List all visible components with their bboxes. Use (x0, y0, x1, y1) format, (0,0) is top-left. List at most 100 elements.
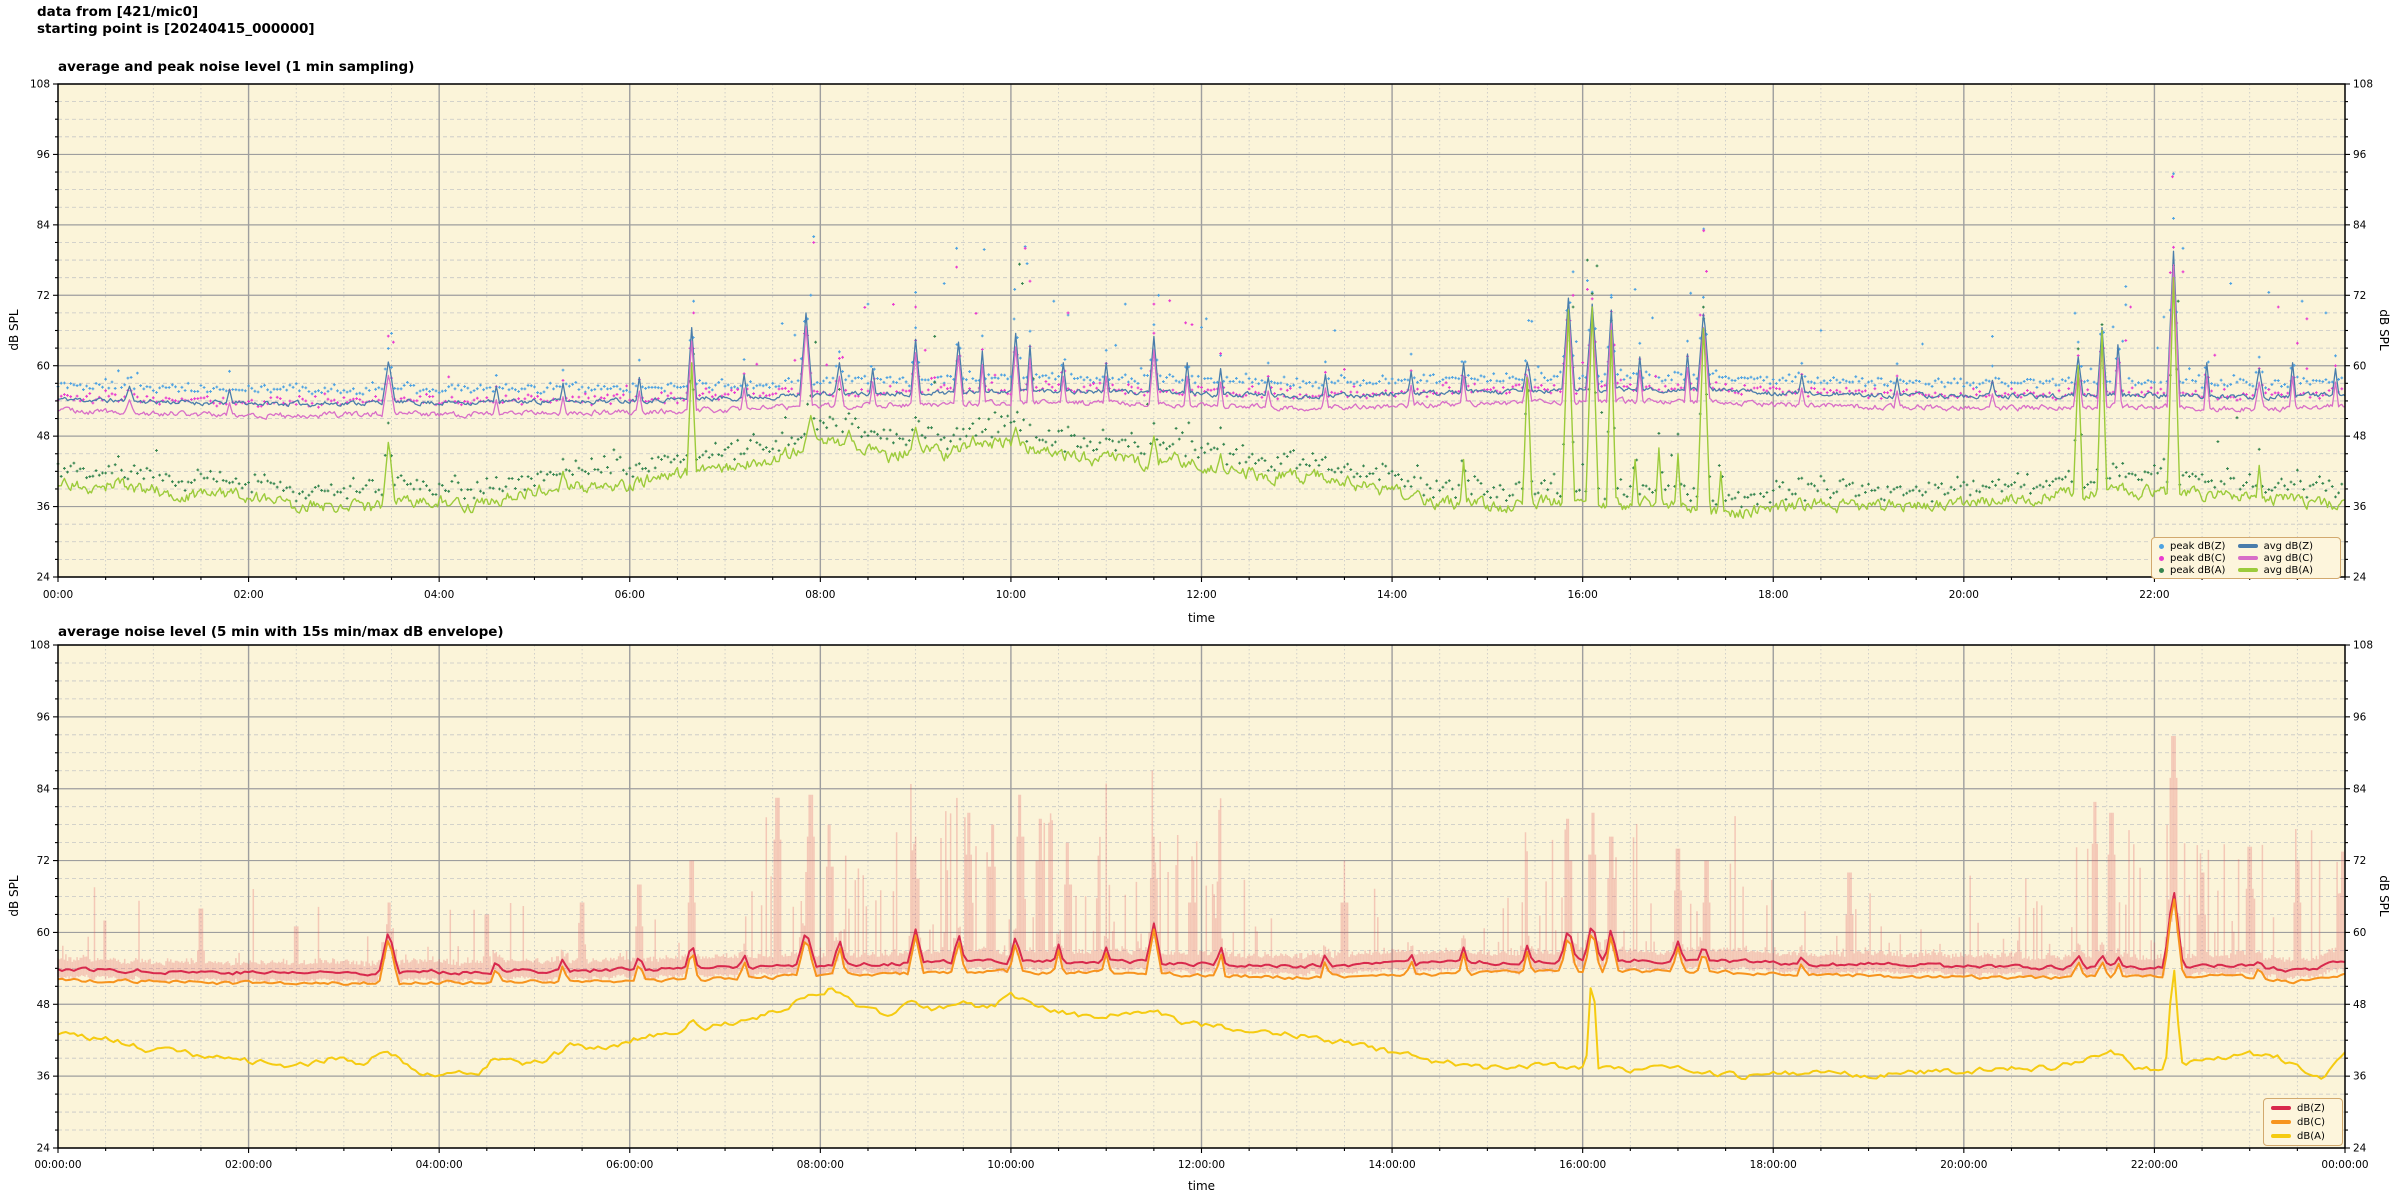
svg-text:108: 108 (30, 640, 50, 652)
legend-line-marker (2237, 544, 2258, 548)
legend-dot-marker (2159, 543, 2164, 549)
legend-item: avg dB(C) (2237, 552, 2314, 564)
legend-column: peak dB(Z) peak dB(C) peak dB(A) (2159, 540, 2226, 576)
svg-text:06:00:00: 06:00:00 (606, 1159, 653, 1171)
line-avg dB(Z) (58, 250, 2346, 408)
svg-text:48: 48 (2353, 431, 2366, 443)
chart2-title: average noise level (5 min with 15s min/… (58, 624, 504, 640)
legend-item: dB(A) (2271, 1130, 2325, 1142)
svg-text:48: 48 (37, 999, 50, 1011)
legend-line-marker (2271, 1134, 2291, 1138)
chart1-title: average and peak noise level (1 min samp… (58, 59, 415, 75)
svg-text:96: 96 (37, 711, 51, 723)
legend-item: dB(C) (2271, 1116, 2325, 1128)
svg-text:02:00: 02:00 (233, 589, 263, 601)
chart2-ylabel-right: dB SPL (2377, 875, 2391, 917)
header-line-1: data from [421/mic0] (37, 4, 199, 20)
legend-label: peak dB(A) (2170, 564, 2226, 576)
svg-text:16:00: 16:00 (1568, 589, 1598, 601)
svg-text:36: 36 (2353, 1071, 2367, 1083)
svg-text:14:00:00: 14:00:00 (1368, 1159, 1415, 1171)
legend-line-marker (2237, 568, 2258, 572)
svg-text:24: 24 (37, 1143, 51, 1155)
legend-item: avg dB(A) (2237, 564, 2314, 576)
svg-text:08:00: 08:00 (805, 589, 835, 601)
svg-text:72: 72 (37, 855, 50, 867)
svg-text:06:00: 06:00 (615, 589, 645, 601)
svg-text:22:00:00: 22:00:00 (2131, 1159, 2178, 1171)
chart-1: 24 24 36 36 48 48 60 60 72 72 84 84 96 96 108 108 00:00:… (30, 640, 2373, 1171)
svg-text:20:00: 20:00 (1949, 589, 1979, 601)
svg-text:96: 96 (2353, 711, 2367, 723)
svg-text:48: 48 (37, 431, 50, 443)
svg-text:04:00:00: 04:00:00 (416, 1159, 463, 1171)
legend-label: dB(C) (2297, 1116, 2325, 1128)
svg-text:22:00: 22:00 (2139, 589, 2169, 601)
svg-text:12:00:00: 12:00:00 (1178, 1159, 1225, 1171)
legend-label: dB(Z) (2297, 1102, 2325, 1114)
svg-text:96: 96 (2353, 149, 2367, 161)
svg-text:108: 108 (30, 79, 50, 91)
line-avg dB(A) (57, 277, 2346, 519)
chart1-xlabel: time (1187, 611, 1216, 625)
svg-text:36: 36 (37, 501, 51, 513)
svg-text:16:00:00: 16:00:00 (1559, 1159, 1606, 1171)
chart1-legend: peak dB(Z) peak dB(C) peak dB(A) avg dB(Z) a… (2151, 537, 2341, 579)
legend-line-marker (2237, 556, 2258, 560)
svg-text:60: 60 (2353, 360, 2366, 372)
svg-text:24: 24 (2353, 1143, 2367, 1155)
chart2-xlabel: time (1187, 1179, 1216, 1193)
legend-label: dB(A) (2297, 1130, 2325, 1142)
legend-label: peak dB(C) (2170, 552, 2226, 564)
svg-text:04:00: 04:00 (424, 589, 454, 601)
svg-text:36: 36 (2353, 501, 2367, 513)
svg-text:00:00:00: 00:00:00 (34, 1159, 81, 1171)
legend-column: avg dB(Z) avg dB(C) avg dB(A) (2237, 540, 2314, 576)
line-dB(A) (57, 969, 2346, 1081)
svg-text:72: 72 (2353, 290, 2366, 302)
svg-text:18:00:00: 18:00:00 (1750, 1159, 1797, 1171)
svg-text:84: 84 (2353, 219, 2367, 231)
legend-line-marker (2271, 1120, 2291, 1124)
svg-text:10:00:00: 10:00:00 (987, 1159, 1034, 1171)
chart1-ylabel-right: dB SPL (2377, 309, 2391, 351)
legend-label: avg dB(C) (2263, 552, 2314, 564)
line-dB(Z) (57, 892, 2346, 977)
svg-text:84: 84 (37, 783, 51, 795)
legend-item: dB(Z) (2271, 1102, 2325, 1114)
svg-text:108: 108 (2353, 640, 2373, 652)
svg-text:96: 96 (37, 149, 51, 161)
legend-dot-marker (2159, 567, 2164, 573)
svg-text:00:00: 00:00 (43, 589, 73, 601)
svg-text:08:00:00: 08:00:00 (797, 1159, 844, 1171)
svg-text:84: 84 (2353, 783, 2367, 795)
header-line-2: starting point is [20240415_000000] (37, 21, 315, 37)
chart2-ylabel-left: dB SPL (7, 875, 21, 917)
svg-text:12:00: 12:00 (1186, 589, 1216, 601)
chart2-legend: dB(Z) dB(C) dB(A) (2263, 1098, 2343, 1146)
svg-text:72: 72 (37, 290, 50, 302)
legend-label: avg dB(A) (2263, 564, 2314, 576)
svg-text:72: 72 (2353, 855, 2366, 867)
svg-text:60: 60 (2353, 927, 2366, 939)
svg-text:20:00:00: 20:00:00 (1940, 1159, 1987, 1171)
svg-text:36: 36 (37, 1071, 51, 1083)
svg-text:18:00: 18:00 (1758, 589, 1788, 601)
svg-text:60: 60 (37, 927, 50, 939)
svg-text:24: 24 (37, 572, 51, 584)
legend-line-marker (2271, 1106, 2291, 1110)
legend-column: dB(Z) dB(C) dB(A) (2271, 1101, 2325, 1143)
legend-label: avg dB(Z) (2263, 540, 2314, 552)
svg-text:10:00: 10:00 (996, 589, 1026, 601)
svg-text:84: 84 (37, 219, 51, 231)
svg-text:60: 60 (37, 360, 50, 372)
svg-text:24: 24 (2353, 572, 2367, 584)
svg-text:48: 48 (2353, 999, 2366, 1011)
legend-label: peak dB(Z) (2170, 540, 2226, 552)
legend-item: peak dB(C) (2159, 552, 2226, 564)
line-dB(C) (57, 898, 2346, 986)
legend-item: avg dB(Z) (2237, 540, 2314, 552)
chart1-ylabel-left: dB SPL (7, 309, 21, 351)
